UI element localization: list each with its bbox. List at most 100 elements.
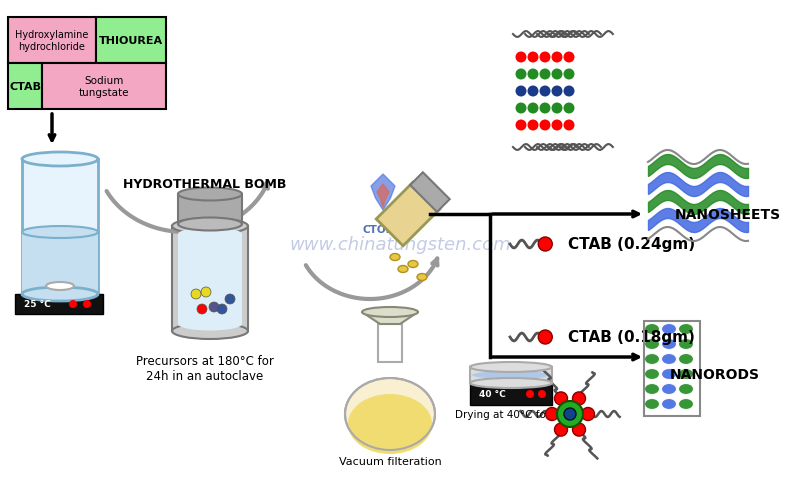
Circle shape	[538, 330, 552, 344]
Circle shape	[527, 120, 538, 131]
Circle shape	[538, 238, 552, 252]
Circle shape	[209, 302, 219, 312]
Bar	[378, 324, 402, 362]
Ellipse shape	[678, 369, 694, 380]
Text: 25 °C: 25 °C	[24, 300, 50, 309]
Bar	[15, 294, 103, 314]
Circle shape	[527, 69, 538, 80]
Circle shape	[515, 69, 526, 80]
Ellipse shape	[662, 324, 677, 335]
Circle shape	[225, 294, 235, 304]
Circle shape	[83, 301, 91, 308]
Ellipse shape	[172, 219, 248, 235]
Text: CTAB: CTAB	[9, 82, 41, 92]
Bar	[644, 321, 700, 416]
Ellipse shape	[408, 261, 418, 268]
Text: www.chinatungsten.com: www.chinatungsten.com	[289, 236, 511, 254]
Circle shape	[573, 392, 586, 405]
Circle shape	[563, 69, 574, 80]
Ellipse shape	[178, 188, 242, 201]
Bar	[96, 18, 166, 64]
Polygon shape	[371, 175, 395, 211]
Polygon shape	[410, 173, 450, 212]
Text: Precursors at 180°C for
24h in an autoclave: Precursors at 180°C for 24h in an autocl…	[136, 354, 274, 382]
Ellipse shape	[470, 378, 552, 388]
Ellipse shape	[678, 399, 694, 409]
Text: Sodium
tungstate: Sodium tungstate	[78, 76, 130, 98]
Ellipse shape	[172, 323, 248, 339]
Ellipse shape	[645, 384, 659, 394]
Ellipse shape	[178, 218, 242, 231]
Circle shape	[217, 304, 227, 314]
Ellipse shape	[645, 339, 659, 350]
Circle shape	[551, 103, 562, 114]
Circle shape	[527, 86, 538, 97]
Ellipse shape	[645, 399, 659, 409]
Ellipse shape	[345, 378, 435, 450]
Circle shape	[539, 103, 550, 114]
Circle shape	[526, 390, 534, 398]
Bar	[42, 64, 166, 110]
Polygon shape	[377, 184, 389, 208]
Circle shape	[539, 69, 550, 80]
Text: Vacuum filteration: Vacuum filteration	[338, 456, 442, 466]
Text: NANOSHEETS: NANOSHEETS	[675, 208, 781, 222]
Circle shape	[563, 86, 574, 97]
Ellipse shape	[398, 266, 408, 273]
Bar	[22, 232, 98, 294]
Bar	[8, 64, 42, 110]
Bar	[22, 160, 98, 294]
Ellipse shape	[178, 228, 242, 241]
Circle shape	[191, 289, 201, 300]
Ellipse shape	[645, 354, 659, 365]
Circle shape	[201, 287, 211, 297]
Ellipse shape	[678, 324, 694, 335]
Circle shape	[551, 120, 562, 131]
Ellipse shape	[662, 369, 677, 380]
Circle shape	[527, 52, 538, 63]
Bar	[178, 235, 242, 324]
Circle shape	[551, 52, 562, 63]
Circle shape	[554, 392, 567, 405]
Circle shape	[563, 120, 574, 131]
Ellipse shape	[678, 339, 694, 350]
Circle shape	[582, 408, 594, 421]
Text: Hydroxylamine
hydrochloride: Hydroxylamine hydrochloride	[15, 30, 89, 52]
Ellipse shape	[470, 362, 552, 372]
Ellipse shape	[390, 254, 400, 261]
Circle shape	[69, 301, 77, 308]
Circle shape	[515, 86, 526, 97]
Ellipse shape	[178, 318, 242, 331]
Ellipse shape	[645, 324, 659, 335]
Text: HYDROTHERMAL BOMB: HYDROTHERMAL BOMB	[123, 178, 286, 191]
Ellipse shape	[362, 307, 418, 318]
Circle shape	[539, 52, 550, 63]
Ellipse shape	[417, 274, 427, 281]
Circle shape	[197, 304, 207, 314]
Ellipse shape	[662, 384, 677, 394]
Circle shape	[538, 390, 546, 398]
Ellipse shape	[348, 394, 432, 454]
Bar	[172, 227, 248, 332]
Circle shape	[527, 103, 538, 114]
Ellipse shape	[662, 354, 677, 365]
Bar	[8, 18, 96, 64]
Ellipse shape	[22, 287, 98, 302]
Circle shape	[563, 103, 574, 114]
Ellipse shape	[645, 369, 659, 380]
Bar	[470, 367, 552, 383]
Text: CTAB (0.18gm): CTAB (0.18gm)	[568, 330, 695, 345]
Circle shape	[564, 408, 576, 420]
Bar	[178, 195, 242, 225]
Circle shape	[515, 103, 526, 114]
Ellipse shape	[472, 371, 550, 379]
Circle shape	[557, 401, 583, 427]
Polygon shape	[376, 183, 440, 246]
Circle shape	[515, 120, 526, 131]
Ellipse shape	[22, 227, 98, 239]
Text: NANORODS: NANORODS	[670, 367, 760, 381]
Circle shape	[551, 86, 562, 97]
Ellipse shape	[678, 354, 694, 365]
Ellipse shape	[662, 399, 677, 409]
Ellipse shape	[678, 384, 694, 394]
